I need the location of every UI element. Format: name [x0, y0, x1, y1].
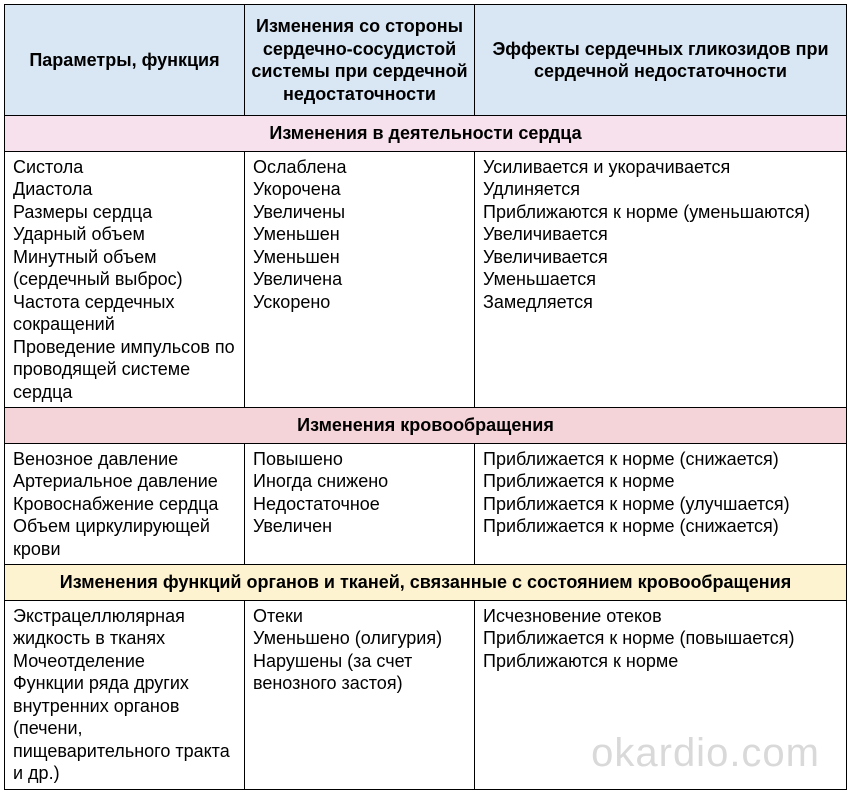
table-row: Экстрацеллюлярная жидкость в тканяхМочео… [5, 600, 847, 789]
change-line: Увеличен [253, 515, 466, 538]
header-col2: Изменения со стороны сердечно-сосудистой… [245, 5, 475, 116]
table-row: СистолаДиастолаРазмеры сердцаУдарный объ… [5, 151, 847, 408]
effect-line: Приближается к норме (улучшается) [483, 493, 838, 516]
change-line: Иногда снижено [253, 470, 466, 493]
param-line: Экстрацеллюлярная жидкость в тканях [13, 605, 236, 650]
table-container: Параметры, функция Изменения со стороны … [0, 0, 850, 794]
cell-effects: Исчезновение отековПриближается к норме … [475, 600, 847, 789]
section-title: Изменения в деятельности сердца [5, 116, 847, 152]
cell-parameters: СистолаДиастолаРазмеры сердцаУдарный объ… [5, 151, 245, 408]
param-line: Ударный объем [13, 223, 236, 246]
change-line: Увеличены [253, 201, 466, 224]
section-title-row: Изменения функций органов и тканей, связ… [5, 565, 847, 601]
header-row: Параметры, функция Изменения со стороны … [5, 5, 847, 116]
effect-line: Увеличивается [483, 223, 838, 246]
cell-changes: ОслабленаУкороченаУвеличеныУменьшенУмень… [245, 151, 475, 408]
change-line: Ослаблена [253, 156, 466, 179]
header-col1: Параметры, функция [5, 5, 245, 116]
param-line: Артериальное давление [13, 470, 236, 493]
param-line: Диастола [13, 178, 236, 201]
effect-line: Приближается к норме (повышается) [483, 627, 838, 650]
effect-line: Замедляется [483, 291, 838, 314]
param-line: Кровоснабжение сердца [13, 493, 236, 516]
table-body: Изменения в деятельности сердцаСистолаДи… [5, 116, 847, 790]
section-title-row: Изменения кровообращения [5, 408, 847, 444]
effect-line: Исчезновение отеков [483, 605, 838, 628]
cell-effects: Усиливается и укорачиваетсяУдлиняетсяПри… [475, 151, 847, 408]
change-line: Уменьшено (олигурия) [253, 627, 466, 650]
param-line: Функции ряда других внутренних органов (… [13, 672, 236, 785]
change-line: Ускорено [253, 291, 466, 314]
cell-parameters: Венозное давлениеАртериальное давлениеКр… [5, 443, 245, 565]
table-row: Венозное давлениеАртериальное давлениеКр… [5, 443, 847, 565]
param-line: Объем циркулирующей крови [13, 515, 236, 560]
param-line: Мочеотделение [13, 650, 236, 673]
effect-line: Уменьшается [483, 268, 838, 291]
effect-line: Приближаются к норме [483, 650, 838, 673]
cell-changes: ПовышеноИногда сниженоНедостаточноеУвели… [245, 443, 475, 565]
change-line: Уменьшен [253, 223, 466, 246]
medical-table: Параметры, функция Изменения со стороны … [4, 4, 847, 790]
cell-effects: Приближается к норме (снижается)Приближа… [475, 443, 847, 565]
change-line: Укорочена [253, 178, 466, 201]
change-line: Нарушены (за счет венозного застоя) [253, 650, 466, 695]
param-line: Венозное давление [13, 448, 236, 471]
section-title: Изменения кровообращения [5, 408, 847, 444]
effect-line: Усиливается и укорачивается [483, 156, 838, 179]
change-line: Отеки [253, 605, 466, 628]
effect-line: Приближается к норме (снижается) [483, 448, 838, 471]
cell-parameters: Экстрацеллюлярная жидкость в тканяхМочео… [5, 600, 245, 789]
effect-line: Приближается к норме (снижается) [483, 515, 838, 538]
section-title-row: Изменения в деятельности сердца [5, 116, 847, 152]
cell-changes: ОтекиУменьшено (олигурия)Нарушены (за сч… [245, 600, 475, 789]
param-line: Размеры сердца [13, 201, 236, 224]
change-line: Повышено [253, 448, 466, 471]
param-line: Проведение импульсов по проводящей систе… [13, 336, 236, 404]
effect-line: Приближаются к норме (уменьшаются) [483, 201, 838, 224]
effect-line: Удлиняется [483, 178, 838, 201]
effect-line: Увеличивается [483, 246, 838, 269]
param-line: Частота сердечных сокращений [13, 291, 236, 336]
section-title: Изменения функций органов и тканей, связ… [5, 565, 847, 601]
change-line: Увеличена [253, 268, 466, 291]
change-line: Недостаточное [253, 493, 466, 516]
header-col3: Эффекты сердечных гликозидов при сердечн… [475, 5, 847, 116]
change-line: Уменьшен [253, 246, 466, 269]
effect-line: Приближается к норме [483, 470, 838, 493]
param-line: Минутный объем (сердечный выброс) [13, 246, 236, 291]
param-line: Систола [13, 156, 236, 179]
